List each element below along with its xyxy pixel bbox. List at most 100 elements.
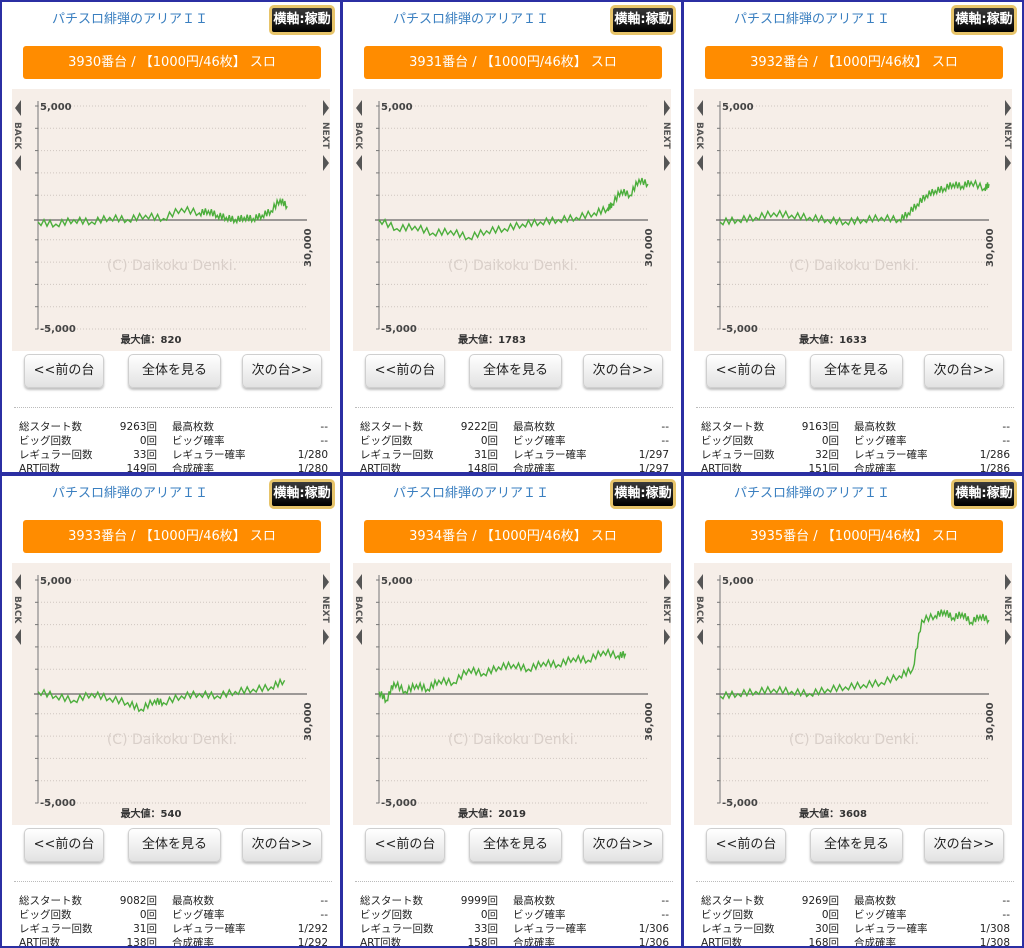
back-control[interactable]: BACK bbox=[12, 100, 22, 171]
view-all-button[interactable]: 全体を見る bbox=[810, 828, 903, 862]
stat-label: ビッグ確率 bbox=[513, 435, 566, 447]
back-arrow-up-icon bbox=[15, 574, 21, 590]
next-label: NEXT bbox=[661, 122, 671, 150]
series-line bbox=[37, 197, 288, 229]
machine-panel-6: パチスロ緋弾のアリアＩＩ 横軸:稼動 3935番台 / 【1000円/46枚】 … bbox=[684, 476, 1022, 946]
next-control[interactable]: NEXT bbox=[661, 574, 671, 645]
stat-label: 総スタート数 bbox=[19, 421, 82, 433]
game-title[interactable]: パチスロ緋弾のアリアＩＩ bbox=[733, 486, 890, 501]
view-all-button[interactable]: 全体を見る bbox=[810, 354, 903, 388]
stats-divider bbox=[355, 881, 673, 882]
game-title[interactable]: パチスロ緋弾のアリアＩＩ bbox=[392, 12, 549, 27]
next-machine-button[interactable]: 次の台>> bbox=[924, 354, 1004, 388]
stat-value: 30回 bbox=[815, 923, 839, 935]
next-control[interactable]: NEXT bbox=[320, 574, 330, 645]
next-control[interactable]: NEXT bbox=[320, 100, 330, 171]
x-right-label: 36,000 bbox=[644, 702, 655, 741]
prev-machine-button[interactable]: <<前の台 bbox=[24, 828, 104, 862]
stat-value: -- bbox=[320, 421, 328, 433]
stat-row: 総スタート数 9999回 最高枚数 -- bbox=[355, 894, 673, 908]
watermark-text: (C) Daikoku Denki. bbox=[107, 732, 237, 748]
stat-row: ART回数 168回 合成確率 1/308 bbox=[696, 936, 1014, 946]
stat-label: 最高枚数 bbox=[854, 421, 896, 433]
prev-machine-button[interactable]: <<前の台 bbox=[365, 354, 445, 388]
view-all-button[interactable]: 全体を見る bbox=[469, 354, 562, 388]
next-arrow-up-icon bbox=[664, 100, 670, 116]
game-title[interactable]: パチスロ緋弾のアリアＩＩ bbox=[51, 486, 208, 501]
watermark-text: (C) Daikoku Denki. bbox=[789, 258, 919, 274]
back-control[interactable]: BACK bbox=[353, 100, 363, 171]
next-machine-button[interactable]: 次の台>> bbox=[242, 828, 322, 862]
axis-toggle-button[interactable]: 横軸:稼動 bbox=[269, 479, 335, 509]
axis-toggle-button[interactable]: 横軸:稼動 bbox=[951, 479, 1017, 509]
stat-value: 1/308 bbox=[979, 923, 1010, 935]
prev-machine-button[interactable]: <<前の台 bbox=[706, 828, 786, 862]
stat-row: レギュラー回数 31回 レギュラー確率 1/292 bbox=[14, 922, 332, 936]
next-machine-button[interactable]: 次の台>> bbox=[583, 828, 663, 862]
stat-value: 32回 bbox=[815, 449, 839, 461]
next-label: NEXT bbox=[1002, 122, 1012, 150]
back-arrow-up-icon bbox=[697, 574, 703, 590]
slump-graph: 5,000 -5,000 30,000 (C) Daikoku Denki. 最… bbox=[12, 89, 330, 351]
stat-label: 合成確率 bbox=[854, 463, 896, 472]
back-control[interactable]: BACK bbox=[694, 574, 704, 645]
view-all-button[interactable]: 全体を見る bbox=[469, 828, 562, 862]
back-label: BACK bbox=[694, 122, 704, 150]
y-bottom-label: -5,000 bbox=[40, 324, 76, 335]
stat-value: 31回 bbox=[133, 923, 157, 935]
next-control[interactable]: NEXT bbox=[1002, 100, 1012, 171]
machine-panel-4: パチスロ緋弾のアリアＩＩ 横軸:稼動 3933番台 / 【1000円/46枚】 … bbox=[2, 476, 340, 946]
next-label: NEXT bbox=[320, 596, 330, 624]
axis-toggle-button[interactable]: 横軸:稼動 bbox=[951, 5, 1017, 35]
game-title[interactable]: パチスロ緋弾のアリアＩＩ bbox=[392, 486, 549, 501]
machine-panel-3: パチスロ緋弾のアリアＩＩ 横軸:稼動 3932番台 / 【1000円/46枚】 … bbox=[684, 2, 1022, 472]
view-all-button[interactable]: 全体を見る bbox=[128, 828, 221, 862]
prev-machine-button[interactable]: <<前の台 bbox=[706, 354, 786, 388]
x-right-label: 30,000 bbox=[985, 702, 996, 741]
stat-value: 1/280 bbox=[297, 463, 328, 472]
back-control[interactable]: BACK bbox=[694, 100, 704, 171]
stat-label: レギュラー確率 bbox=[172, 923, 246, 935]
prev-machine-button[interactable]: <<前の台 bbox=[24, 354, 104, 388]
stat-label: ビッグ回数 bbox=[701, 909, 754, 921]
machine-label-bar: 3934番台 / 【1000円/46枚】 スロ bbox=[364, 520, 662, 553]
y-top-label: 5,000 bbox=[381, 576, 413, 587]
axis-toggle-button[interactable]: 横軸:稼動 bbox=[610, 5, 676, 35]
view-all-button[interactable]: 全体を見る bbox=[128, 354, 221, 388]
stats-table: 総スタート数 9999回 最高枚数 -- ビッグ回数 0回 ビッグ確率 -- レギュラー回数 33… bbox=[355, 894, 673, 946]
stat-value: 1/286 bbox=[979, 449, 1010, 461]
next-control[interactable]: NEXT bbox=[661, 100, 671, 171]
watermark-text: (C) Daikoku Denki. bbox=[107, 258, 237, 274]
game-title[interactable]: パチスロ緋弾のアリアＩＩ bbox=[51, 12, 208, 27]
next-machine-button[interactable]: 次の台>> bbox=[242, 354, 322, 388]
x-right-label: 30,000 bbox=[985, 228, 996, 267]
back-control[interactable]: BACK bbox=[353, 574, 363, 645]
next-machine-button[interactable]: 次の台>> bbox=[583, 354, 663, 388]
next-machine-button[interactable]: 次の台>> bbox=[924, 828, 1004, 862]
machine-label-bar: 3931番台 / 【1000円/46枚】 スロ bbox=[364, 46, 662, 79]
stats-divider bbox=[14, 881, 332, 882]
stat-label: レギュラー回数 bbox=[19, 449, 93, 461]
slump-graph: 5,000 -5,000 30,000 (C) Daikoku Denki. 最… bbox=[694, 89, 1012, 351]
machine-label-bar: 3935番台 / 【1000円/46枚】 スロ bbox=[705, 520, 1003, 553]
axis-toggle-button[interactable]: 横軸:稼動 bbox=[610, 479, 676, 509]
stat-row: ART回数 138回 合成確率 1/292 bbox=[14, 936, 332, 946]
max-value-label: 最大値：1783 bbox=[458, 333, 526, 346]
stats-table: 総スタート数 9082回 最高枚数 -- ビッグ回数 0回 ビッグ確率 -- レギュラー回数 31… bbox=[14, 894, 332, 946]
game-title[interactable]: パチスロ緋弾のアリアＩＩ bbox=[733, 12, 890, 27]
stat-label: ビッグ確率 bbox=[854, 435, 907, 447]
stat-value: -- bbox=[661, 435, 669, 447]
stat-row: 総スタート数 9269回 最高枚数 -- bbox=[696, 894, 1014, 908]
stat-value: 9222回 bbox=[460, 421, 498, 433]
stat-label: レギュラー回数 bbox=[360, 923, 434, 935]
stat-label: レギュラー回数 bbox=[701, 449, 775, 461]
next-arrow-down-icon bbox=[323, 629, 329, 645]
stat-label: ART回数 bbox=[19, 463, 61, 472]
back-control[interactable]: BACK bbox=[12, 574, 22, 645]
stats-table: 総スタート数 9269回 最高枚数 -- ビッグ回数 0回 ビッグ確率 -- レギュラー回数 30… bbox=[696, 894, 1014, 946]
stat-value: 1/306 bbox=[638, 923, 669, 935]
next-control[interactable]: NEXT bbox=[1002, 574, 1012, 645]
axis-toggle-button[interactable]: 横軸:稼動 bbox=[269, 5, 335, 35]
prev-machine-button[interactable]: <<前の台 bbox=[365, 828, 445, 862]
y-top-label: 5,000 bbox=[40, 576, 72, 587]
